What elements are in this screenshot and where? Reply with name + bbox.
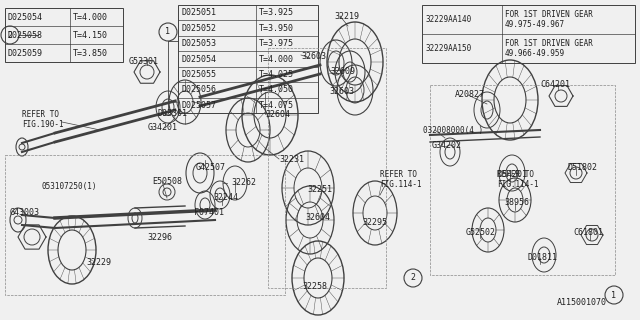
Bar [268, 48, 386, 288]
Text: T=4.000: T=4.000 [73, 12, 108, 21]
Text: A20827: A20827 [455, 90, 485, 99]
Text: D025057: D025057 [181, 101, 216, 110]
Text: G53301: G53301 [129, 57, 159, 66]
Text: 32296: 32296 [147, 233, 172, 242]
Text: 32295: 32295 [362, 218, 387, 227]
Text: F07401: F07401 [194, 208, 224, 217]
Text: 32219: 32219 [334, 12, 359, 21]
Text: G43003: G43003 [10, 208, 40, 217]
Text: 32251: 32251 [307, 185, 332, 194]
Text: REFER TO
FIG.190-1: REFER TO FIG.190-1 [22, 110, 63, 129]
Text: FOR 1ST DRIVEN GEAR
49.975-49.967: FOR 1ST DRIVEN GEAR 49.975-49.967 [505, 10, 593, 29]
Text: D03301: D03301 [157, 109, 187, 118]
Text: T=3.950: T=3.950 [259, 24, 294, 33]
Text: 32229: 32229 [86, 258, 111, 267]
Text: REFER TO
FIG.114-1: REFER TO FIG.114-1 [497, 170, 539, 189]
Bar [430, 85, 615, 275]
Text: 32262: 32262 [231, 178, 256, 187]
Text: 32231: 32231 [279, 155, 304, 164]
Text: T=4.075: T=4.075 [259, 101, 294, 110]
Text: D54201: D54201 [497, 170, 527, 179]
Text: C64201: C64201 [540, 80, 570, 89]
Text: A115001070: A115001070 [557, 298, 607, 307]
Text: 38956: 38956 [504, 198, 529, 207]
Text: T=3.975: T=3.975 [259, 39, 294, 48]
Text: 32604: 32604 [305, 213, 330, 222]
Text: FOR 1ST DRIVEN GEAR
49.966-49.959: FOR 1ST DRIVEN GEAR 49.966-49.959 [505, 39, 593, 58]
Text: D025058: D025058 [8, 30, 43, 39]
Text: 32603: 32603 [301, 52, 326, 61]
Text: 32609: 32609 [330, 67, 355, 76]
Bar [178, 5, 318, 113]
Text: 053107250(1): 053107250(1) [42, 182, 97, 191]
Text: D025059: D025059 [8, 49, 43, 58]
Text: D025056: D025056 [181, 85, 216, 94]
Text: T=3.850: T=3.850 [73, 49, 108, 58]
Text: 32603: 32603 [329, 87, 354, 96]
Bar [5, 155, 285, 295]
Text: 32258: 32258 [302, 282, 327, 291]
Text: D025054: D025054 [8, 12, 43, 21]
Text: 2: 2 [410, 274, 415, 283]
Text: D025052: D025052 [181, 24, 216, 33]
Text: 1: 1 [166, 28, 170, 36]
Text: G42507: G42507 [196, 163, 226, 172]
Text: D01811: D01811 [527, 253, 557, 262]
Text: REFER TO
FIG.114-1: REFER TO FIG.114-1 [380, 170, 422, 189]
Text: T=4.050: T=4.050 [259, 85, 294, 94]
Text: G34201: G34201 [148, 123, 178, 132]
Text: T=4.025: T=4.025 [259, 70, 294, 79]
Bar [5, 8, 123, 62]
Text: 1: 1 [611, 291, 616, 300]
Text: D51802: D51802 [567, 163, 597, 172]
Text: G34202: G34202 [432, 141, 462, 150]
Text: 2: 2 [8, 30, 13, 39]
Text: 32244: 32244 [213, 193, 238, 202]
Text: 032008000(4 ): 032008000(4 ) [423, 126, 483, 135]
Bar [422, 5, 635, 63]
Text: D025053: D025053 [181, 39, 216, 48]
Text: T=4.000: T=4.000 [259, 54, 294, 63]
Text: D025051: D025051 [181, 8, 216, 17]
Text: 32604: 32604 [265, 110, 290, 119]
Text: C61801: C61801 [573, 228, 603, 237]
Text: G52502: G52502 [466, 228, 496, 237]
Text: D025054: D025054 [181, 54, 216, 63]
Text: 32229AA140: 32229AA140 [425, 15, 471, 24]
Text: E50508: E50508 [152, 177, 182, 186]
Text: D025055: D025055 [181, 70, 216, 79]
Text: T=4.150: T=4.150 [73, 30, 108, 39]
Text: 32229AA150: 32229AA150 [425, 44, 471, 53]
Text: T=3.925: T=3.925 [259, 8, 294, 17]
